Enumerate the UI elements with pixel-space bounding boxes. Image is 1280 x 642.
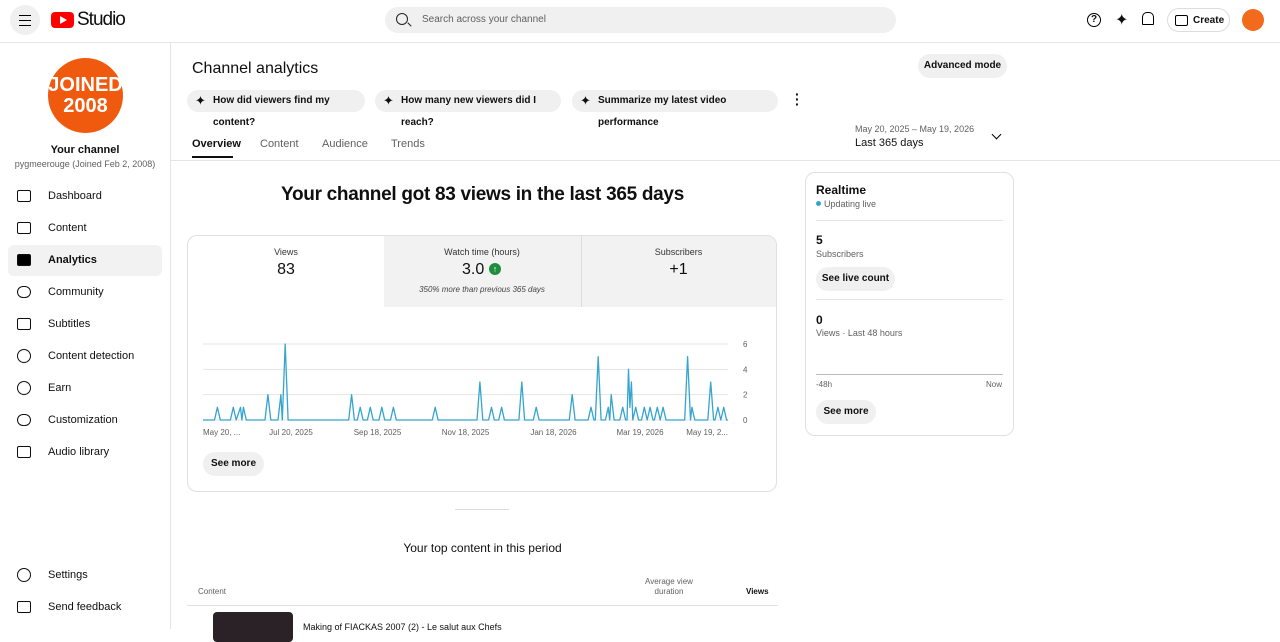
nav-icon — [17, 286, 31, 298]
nav-icon — [17, 222, 31, 234]
column-header: Average view duration — [645, 577, 693, 596]
divider — [816, 220, 1003, 221]
dropdown-icon[interactable] — [991, 129, 1002, 140]
divider — [816, 299, 1003, 300]
prompt-chip[interactable]: Summarize my latest video performance — [572, 90, 778, 128]
metric-note: 350% more than previous 365 days — [419, 285, 545, 294]
tab[interactable]: Trends — [391, 138, 425, 150]
search-box[interactable]: Search across your channel — [385, 7, 896, 33]
tab[interactable]: Audience — [322, 138, 368, 150]
create-label: Create — [1193, 15, 1225, 26]
live-count-button[interactable]: See live count — [816, 267, 895, 291]
header-border — [0, 42, 1280, 43]
account-avatar[interactable] — [1242, 9, 1264, 31]
help-icon[interactable]: ? — [1087, 13, 1101, 27]
column-header: Views — [746, 587, 769, 596]
nav-icon — [17, 254, 31, 266]
tabs-border — [171, 160, 1280, 161]
realtime-see-more[interactable]: See more — [816, 400, 876, 424]
nav-item[interactable]: Community — [48, 286, 104, 298]
nav-item[interactable]: Settings — [48, 569, 88, 581]
date-range[interactable]: May 20, 2025 – May 19, 2026 — [855, 124, 975, 134]
realtime-status: Updating live — [824, 199, 877, 209]
metric-value: 83 — [277, 261, 295, 278]
metric-label: Views — [274, 247, 298, 257]
page-title: Channel analytics — [192, 60, 319, 77]
up-icon: ↑ — [489, 263, 501, 275]
subs-label: Subscribers — [816, 249, 864, 259]
metric-value: +1 — [669, 261, 688, 278]
search-placeholder: Search across your channel — [422, 14, 546, 25]
tab-underline — [192, 156, 233, 158]
divider — [455, 509, 509, 510]
logo-icon[interactable] — [51, 12, 74, 28]
top-content-title: Your top content in this period — [403, 541, 562, 555]
prompt-chip[interactable]: How many new viewers did I reach? — [375, 90, 561, 128]
more-button[interactable]: · · · — [795, 86, 800, 112]
nav-icon — [17, 349, 31, 363]
date-period[interactable]: Last 365 days — [855, 137, 924, 149]
realtime-title: Realtime — [816, 183, 867, 197]
tab[interactable]: Content — [260, 138, 299, 150]
nav-item[interactable]: Subtitles — [48, 318, 91, 330]
nav-icon — [17, 601, 31, 613]
nav-item[interactable]: Audio library — [48, 446, 110, 458]
nav-icon — [17, 318, 31, 330]
nav-item[interactable]: Earn — [48, 382, 72, 394]
nav-active-bg — [8, 245, 162, 276]
axis-label: Now — [986, 380, 1003, 389]
realtime-axis — [816, 374, 1003, 375]
bell-icon[interactable] — [1142, 12, 1154, 25]
nav-item[interactable]: Send feedback — [48, 601, 122, 613]
nav-icon — [17, 414, 31, 426]
logo-text[interactable]: Studio — [77, 9, 126, 30]
avatar-text: 2008 — [63, 95, 108, 117]
avatar-text: JOINED — [48, 74, 123, 96]
video-title[interactable]: Making of FIACKAS 2007 (2) - Le salut au… — [303, 622, 502, 632]
nav-item[interactable]: Content — [48, 222, 87, 234]
nav-item[interactable]: Customization — [48, 414, 118, 426]
subs-value: 5 — [816, 233, 823, 247]
spark-icon: ✦ — [383, 93, 394, 108]
see-more-button[interactable]: See more — [203, 452, 264, 476]
menu-button[interactable] — [10, 5, 40, 35]
table-border — [187, 605, 778, 606]
live-dot — [816, 201, 821, 206]
nav-icon — [17, 190, 31, 202]
spark-icon[interactable]: ✦ — [1115, 12, 1129, 29]
spark-icon: ✦ — [580, 93, 591, 108]
nav-icon — [17, 568, 31, 582]
nav-icon — [17, 381, 31, 395]
prompt-chip[interactable]: How did viewers find my content? — [187, 90, 365, 128]
channel-subtitle: pygmeerouge (Joined Feb 2, 2008) — [14, 159, 156, 169]
channel-title: Your channel — [50, 144, 120, 156]
spark-icon: ✦ — [195, 93, 206, 108]
nav-item[interactable]: Content detection — [48, 350, 135, 362]
summary-card — [187, 235, 777, 492]
views-value: 0 — [816, 313, 823, 327]
metric-value: 3.0 — [462, 261, 485, 278]
video-thumbnail[interactable] — [213, 612, 293, 642]
page: {"header":{"logo":"Studio","search_place… — [0, 5, 1280, 642]
realtime-card — [805, 172, 1014, 436]
create-button[interactable]: Create — [1167, 8, 1230, 32]
nav-item[interactable]: Analytics — [48, 254, 97, 266]
nav-icon — [17, 446, 31, 458]
metric-label: Subscribers — [654, 247, 703, 257]
sidebar-border — [170, 43, 171, 629]
headline: Your channel got 83 views in the last 36… — [281, 184, 684, 205]
advanced-mode-button[interactable]: Advanced mode — [918, 54, 1007, 78]
nav-item[interactable]: Dashboard — [48, 190, 102, 202]
tab[interactable]: Overview — [192, 138, 241, 150]
column-header: Content — [198, 587, 227, 596]
axis-label: -48h — [816, 380, 833, 389]
channel-avatar[interactable]: JOINED 2008 — [48, 58, 123, 133]
metric-label: Watch time (hours) — [444, 247, 520, 257]
views-label: Views · Last 48 hours — [816, 328, 903, 338]
